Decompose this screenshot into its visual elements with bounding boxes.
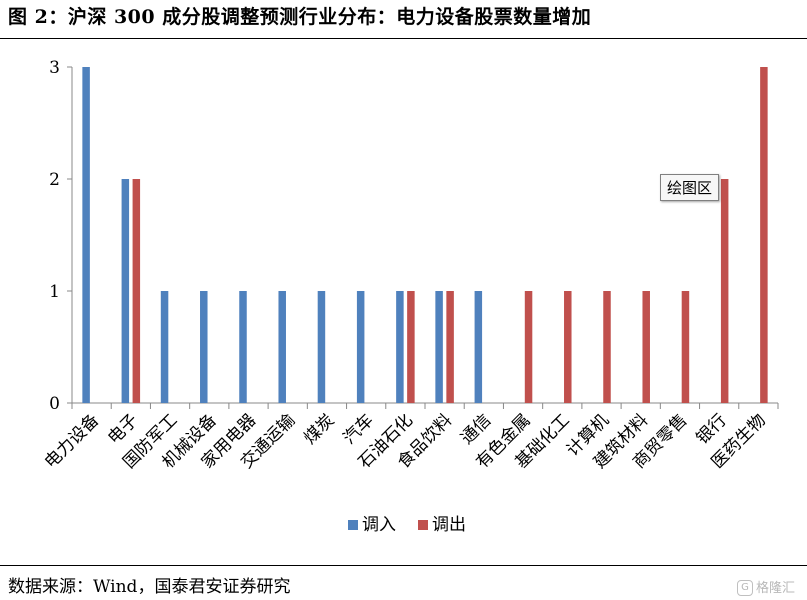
chart-legend: 调入 调出 [348, 515, 466, 535]
bar-in [160, 291, 169, 403]
bar-out [642, 291, 650, 403]
y-tick-label: 2 [49, 170, 60, 190]
footer-divider [0, 565, 807, 566]
y-tick-label: 3 [49, 58, 60, 78]
bar-in [200, 291, 208, 403]
bar-in [82, 67, 90, 403]
title-divider [0, 38, 807, 39]
watermark: G 格隆汇 [736, 577, 795, 596]
bar-in [474, 291, 483, 403]
plot-area-tooltip: 绘图区 [660, 174, 720, 201]
bar-in [121, 179, 130, 403]
bar-out [132, 179, 141, 403]
legend-swatch-out [418, 520, 428, 530]
chart-bars [82, 67, 768, 403]
chart-area: 0 1 2 3 电力设备 电子国防军工机械设备家用电器交通运输 煤炭 汽车石油石化食品饮料通… [41, 58, 779, 535]
bar-out [603, 291, 611, 403]
bar-out [720, 179, 729, 403]
page-title: 图 2：沪深 300 成分股调整预测行业分布：电力设备股票数量增加 [8, 6, 592, 28]
bar-out [681, 291, 690, 403]
watermark-text: 格隆汇 [755, 580, 795, 596]
legend-label-out: 调出 [432, 515, 466, 535]
bar-in [239, 291, 247, 403]
chart-axes: 0 1 2 3 [49, 58, 779, 414]
x-tick-label: 电力设备 [41, 410, 103, 472]
legend-swatch-in [348, 520, 358, 530]
legend-label-in: 调入 [362, 515, 396, 535]
bar-in [317, 291, 326, 403]
bar-out [407, 291, 415, 403]
y-tick-label: 1 [49, 282, 60, 302]
bar-in [356, 291, 365, 403]
bar-in [396, 291, 404, 403]
bar-in [435, 291, 443, 403]
bar-in [278, 291, 286, 403]
bar-out [446, 291, 454, 403]
gelonghui-logo-icon: G [736, 580, 753, 596]
x-tick-label: 煤炭 [300, 410, 338, 448]
bar-out [760, 67, 768, 403]
bar-out [524, 291, 533, 403]
source-note: 数据来源：Wind，国泰君安证券研究 [8, 577, 291, 597]
bar-out [564, 291, 572, 403]
y-tick-label: 0 [49, 394, 60, 414]
